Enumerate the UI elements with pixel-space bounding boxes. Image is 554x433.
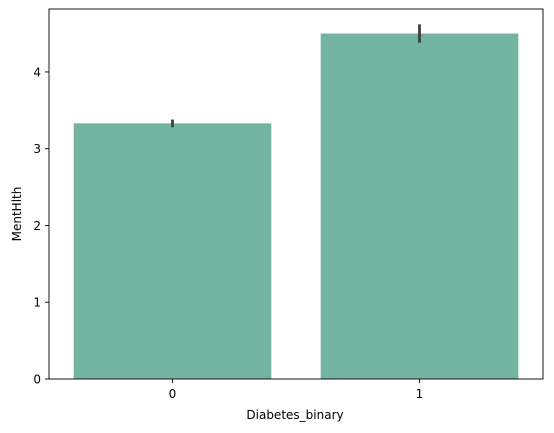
bar-1 <box>321 34 519 379</box>
bars <box>74 34 519 379</box>
x-tick-label: 1 <box>416 387 424 401</box>
x-tick-label: 0 <box>169 387 177 401</box>
y-tick-label: 2 <box>33 219 41 233</box>
y-tick-label: 3 <box>33 142 41 156</box>
y-tick-label: 1 <box>33 296 41 310</box>
y-axis-label: MentHlth <box>10 187 24 242</box>
y-tick-label: 4 <box>33 65 41 79</box>
y-tick-label: 0 <box>33 373 41 387</box>
x-axis-label: Diabetes_binary <box>246 408 343 422</box>
bar-0 <box>74 123 272 379</box>
